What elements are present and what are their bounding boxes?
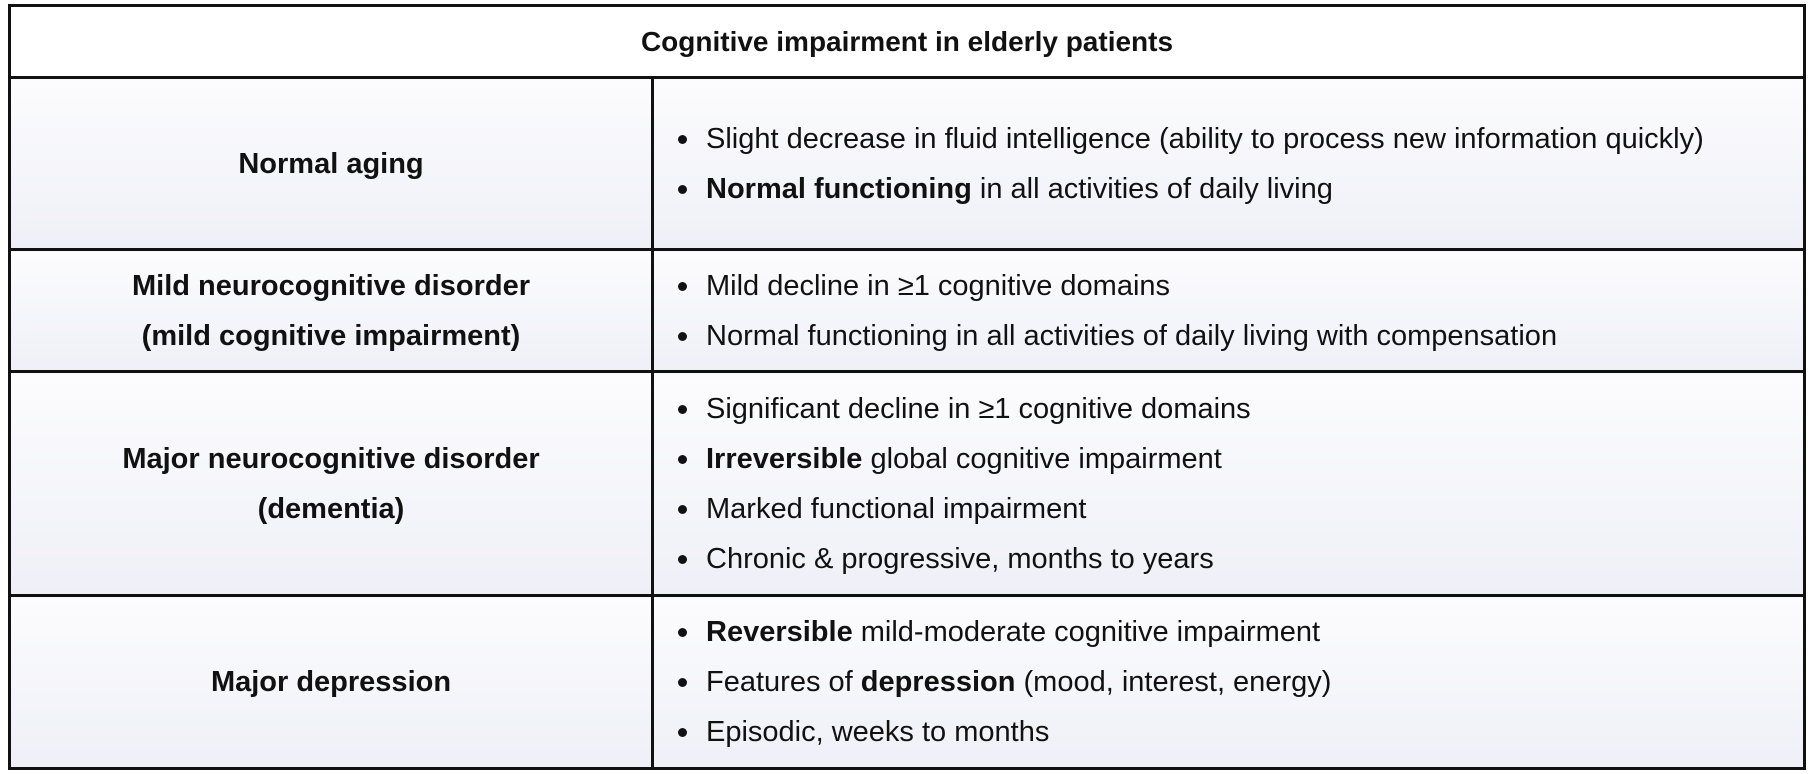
cognitive-impairment-table: Cognitive impairment in elderly patients… [8, 4, 1806, 770]
condition-cell: Normal aging [8, 76, 654, 251]
features-list: Mild decline in ≥1 cognitive domains Nor… [654, 261, 1803, 361]
features-list: Significant decline in ≥1 cognitive doma… [654, 384, 1803, 584]
condition-label: Major depression [210, 666, 452, 698]
condition-label: Normal aging [238, 147, 424, 180]
features-cell: Reversible mild-moderate cognitive impai… [651, 594, 1806, 770]
list-item: Slight decrease in fluid intelligence (a… [678, 114, 1783, 164]
condition-cell: Major neurocognitive disorder (dementia) [8, 370, 654, 597]
list-item: Mild decline in ≥1 cognitive domains [678, 261, 1783, 311]
table-row: Mild neurocognitive disorder (mild cogni… [8, 248, 1806, 373]
table-row: Major depression Reversible mild-moderat… [8, 594, 1806, 770]
features-cell: Mild decline in ≥1 cognitive domains Nor… [651, 248, 1806, 373]
table-title: Cognitive impairment in elderly patients [8, 4, 1806, 79]
list-item: Features of depression (mood, interest, … [678, 657, 1783, 707]
list-item: Normal functioning in all activities of … [678, 164, 1783, 214]
condition-sublabel: (dementia) [257, 492, 405, 525]
condition-cell: Major depression [8, 594, 654, 770]
list-item: Significant decline in ≥1 cognitive doma… [678, 384, 1783, 434]
condition-label: Mild neurocognitive disorder [132, 269, 530, 302]
features-list: Reversible mild-moderate cognitive impai… [654, 607, 1803, 757]
table-row: Major neurocognitive disorder (dementia)… [8, 370, 1806, 597]
condition-cell: Mild neurocognitive disorder (mild cogni… [8, 248, 654, 373]
list-item: Episodic, weeks to months [678, 707, 1783, 757]
list-item: Irreversible global cognitive impairment [678, 434, 1783, 484]
features-list: Slight decrease in fluid intelligence (a… [654, 114, 1803, 214]
list-item: Reversible mild-moderate cognitive impai… [678, 607, 1783, 657]
features-cell: Slight decrease in fluid intelligence (a… [651, 76, 1806, 251]
list-item: Chronic & progressive, months to years [678, 534, 1783, 584]
list-item: Normal functioning in all activities of … [678, 311, 1783, 361]
condition-sublabel: (mild cognitive impairment) [141, 319, 521, 352]
list-item: Marked functional impairment [678, 484, 1783, 534]
features-cell: Significant decline in ≥1 cognitive doma… [651, 370, 1806, 597]
condition-label: Major neurocognitive disorder [122, 442, 540, 475]
table-row: Normal aging Slight decrease in fluid in… [8, 76, 1806, 251]
